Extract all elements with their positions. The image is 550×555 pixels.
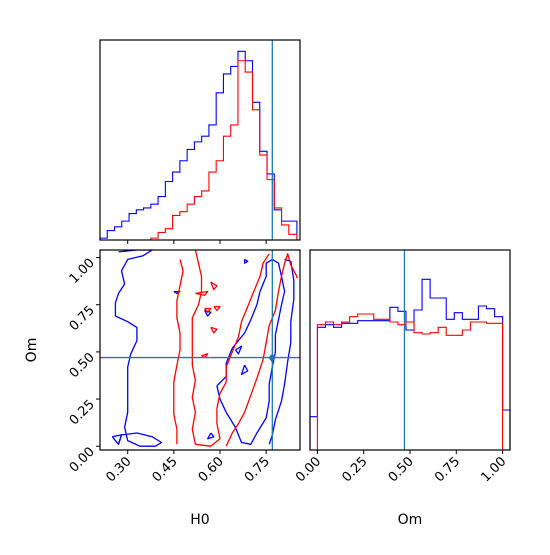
contour-line-red (191, 250, 270, 447)
contour-line-red (210, 326, 218, 334)
om-marginal-frame (309, 249, 511, 451)
om-marginal-axis-label: Om (398, 512, 423, 528)
contour-line-blue (240, 364, 249, 376)
h0-marginal-panel (99, 39, 301, 244)
h0-axis-label: H0 (190, 512, 209, 528)
contour-line-red (225, 253, 298, 447)
contour-line-blue (268, 258, 295, 445)
om-histogram-layer (309, 278, 511, 451)
contour-line-blue (234, 345, 243, 355)
h0-histogram-series-red (100, 60, 298, 241)
contour-line-blue (216, 258, 286, 445)
contour-line-red (195, 290, 209, 296)
h0-marginal-tick-marks (127, 240, 267, 244)
contour-frame (99, 249, 301, 451)
contour-line-red (204, 307, 212, 313)
contour-truth-point (269, 354, 276, 361)
contour-line-blue (207, 432, 215, 440)
contour-line-blue (243, 258, 249, 264)
contour-line-red (210, 281, 218, 291)
contour-line-red (173, 259, 184, 445)
contour-line-blue (111, 434, 123, 445)
om-histogram-series-blue (309, 278, 511, 450)
contour-line-blue (114, 250, 163, 447)
h0-marginal-frame (99, 39, 301, 241)
h0-histogram-layer (99, 50, 298, 241)
contour-line-red (201, 353, 209, 359)
contour-layer (111, 250, 298, 447)
om-histogram-series-red (310, 313, 510, 451)
om-axis-label: Om (24, 338, 40, 363)
contour-line-red (213, 305, 221, 312)
